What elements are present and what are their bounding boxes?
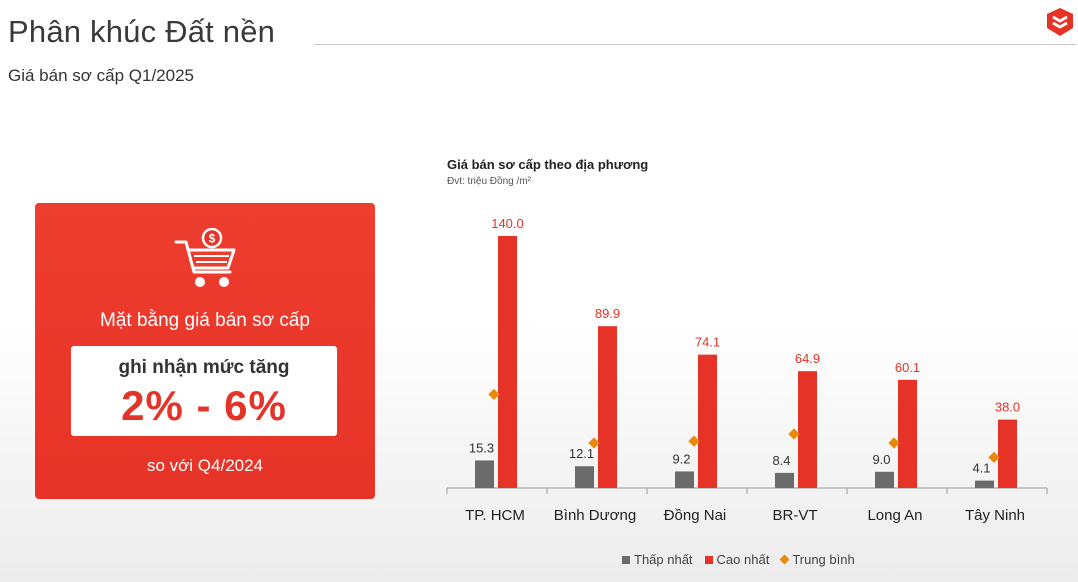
shopping-cart-dollar-icon: $: [174, 228, 236, 287]
category-label: BR-VT: [773, 507, 818, 524]
category-label: Đồng Nai: [664, 507, 727, 524]
category-label: Tây Ninh: [965, 507, 1025, 524]
legend-swatch-max: [704, 555, 713, 564]
bar-min: [675, 471, 694, 488]
card-box-text: ghi nhận mức tăng: [118, 357, 290, 378]
legend-item-avg: Trung bình: [779, 552, 855, 567]
chart-title: Giá bán sơ cấp theo địa phương: [447, 157, 649, 172]
category-label: Long An: [867, 507, 922, 524]
avg-marker: [888, 437, 900, 449]
data-label-max: 38.0: [995, 400, 1020, 415]
title-divider: [314, 44, 1076, 45]
price-increase-card: $ Mặt bằng giá bán sơ cấp ghi nhận mức t…: [35, 203, 375, 499]
legend-item-min: Thấp nhất: [622, 552, 693, 567]
legend-item-max: Cao nhất: [704, 552, 770, 567]
page-title: Phân khúc Đất nền: [8, 14, 276, 49]
card-footer: so với Q4/2024: [146, 456, 264, 475]
bar-min: [475, 460, 494, 488]
bar-max: [698, 354, 717, 488]
avg-marker: [788, 428, 800, 440]
legend-label-max: Cao nhất: [716, 552, 770, 567]
data-label-max: 89.9: [595, 306, 620, 321]
legend-swatch-avg: [779, 554, 790, 565]
avg-marker: [988, 451, 1000, 464]
bar-min: [975, 480, 994, 488]
data-label-min: 9.0: [872, 452, 890, 467]
svg-text:$: $: [209, 232, 216, 246]
data-label-max: 74.1: [695, 335, 720, 350]
chart-unit: Đvt: triệu Đồng /m²: [447, 176, 531, 187]
avg-marker: [488, 388, 500, 401]
data-label-max: 140.0: [491, 216, 524, 231]
bar-max: [498, 236, 517, 488]
chart-legend: Thấp nhất Cao nhất Trung bình: [622, 552, 855, 567]
bar-max: [798, 371, 817, 488]
brand-logo-icon: [1047, 8, 1073, 36]
card-box-value: 2% - 6%: [121, 382, 287, 429]
avg-marker: [688, 435, 700, 447]
data-label-min: 15.3: [469, 440, 494, 455]
card-highlight-box: ghi nhận mức tăng 2% - 6%: [71, 346, 337, 436]
page-subtitle: Giá bán sơ cấp Q1/2025: [8, 66, 194, 85]
card-heading: Mặt bằng giá bán sơ cấp: [100, 310, 310, 331]
legend-swatch-min: [622, 555, 630, 564]
data-label-min: 9.2: [672, 451, 690, 466]
bar-max: [998, 419, 1017, 488]
data-label-min: 12.1: [569, 446, 594, 461]
data-label-max: 60.1: [895, 360, 920, 375]
bar-min: [875, 471, 894, 488]
data-label-min: 4.1: [972, 461, 990, 476]
data-label-min: 8.4: [772, 453, 790, 468]
bar-min: [775, 472, 794, 488]
bar-max: [598, 326, 617, 488]
data-label-max: 64.9: [795, 351, 820, 366]
avg-marker: [588, 437, 600, 449]
legend-label-avg: Trung bình: [792, 552, 855, 567]
category-label: TP. HCM: [465, 507, 525, 524]
bar-max: [898, 379, 917, 488]
category-label: Bình Dương: [554, 507, 636, 524]
bar-min: [575, 466, 594, 488]
legend-label-min: Thấp nhất: [634, 552, 693, 567]
